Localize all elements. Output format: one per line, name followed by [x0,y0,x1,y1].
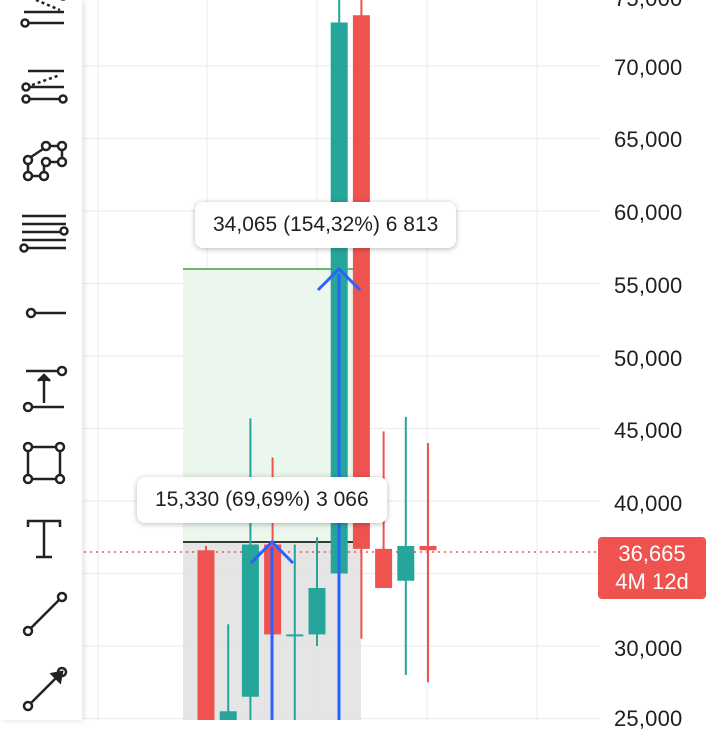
drawing-toolbar [0,0,82,720]
last-price-badge: 36,665 4M 12d [598,537,706,599]
price-axis-label: 25,000 [614,706,683,731]
fib-channel-icon[interactable] [14,0,74,36]
pattern-icon[interactable] [14,130,74,190]
candle-body [419,545,437,551]
measure-label-lower: 15,330 (69,69%) 3 066 [137,477,387,523]
price-axis-label: 55,000 [614,273,683,298]
price-axis-label: 30,000 [614,636,683,661]
price-axis-label: 60,000 [614,200,683,225]
price-axis-label: 70,000 [614,55,683,80]
measure-label-upper: 34,065 (154,32%) 6 813 [195,202,457,248]
price-axis-label: 50,000 [614,346,683,371]
candle-body [375,548,393,588]
candle-body [286,634,304,637]
candle-body [397,545,415,581]
candle-body [219,711,237,720]
price-axis-label: 40,000 [614,491,683,516]
price-range-icon[interactable] [14,357,74,417]
candle-body [352,15,370,549]
measure-arrow-lower[interactable] [249,539,295,720]
candle-body [241,544,259,697]
parallel-channel-icon[interactable] [14,204,74,264]
trend-line-icon[interactable] [14,585,74,645]
candle-body [197,550,215,720]
last-price-value: 36,665 [618,541,686,566]
price-axis-label: 75,000 [614,0,683,12]
bar-countdown: 4M 12d [615,569,689,594]
text-icon[interactable] [14,509,74,569]
price-axis-label: 45,000 [614,418,683,443]
rectangle-icon[interactable] [14,433,74,493]
horizontal-ray-icon[interactable] [14,283,74,343]
price-axis-label: 65,000 [614,127,683,152]
candle-body [308,588,326,635]
arrow-icon[interactable] [14,660,74,720]
fib-fan-icon[interactable] [14,57,74,117]
